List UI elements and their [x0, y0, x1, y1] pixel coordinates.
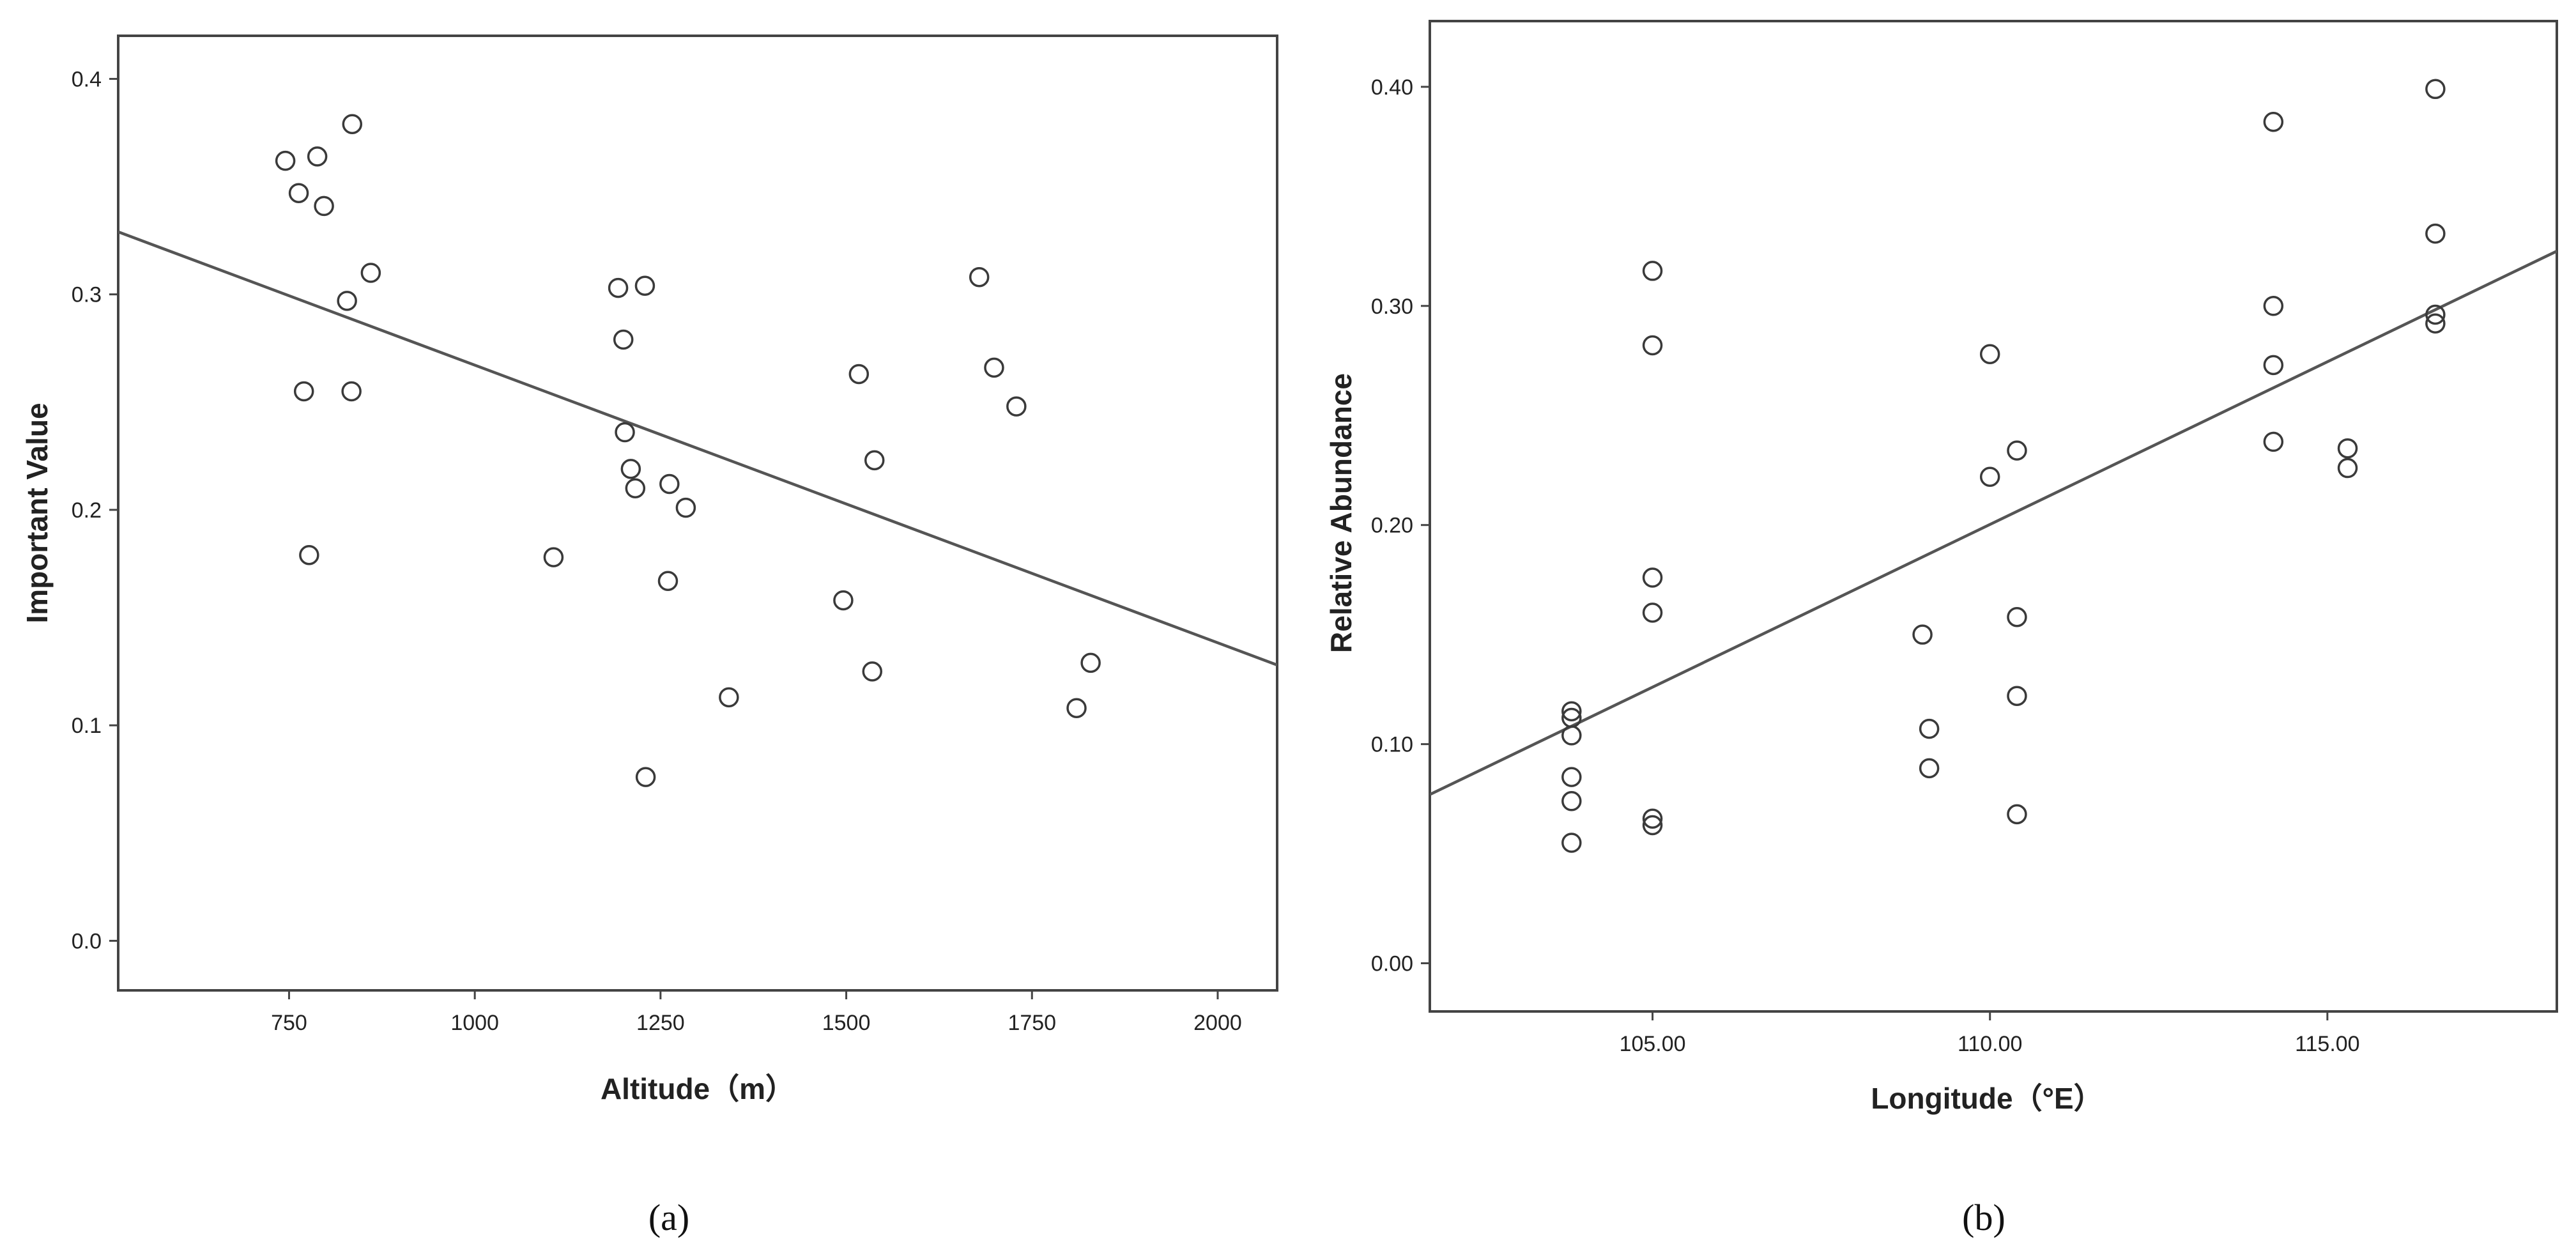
panel-a-data-point — [659, 473, 680, 495]
panel-b-y-axis-title: Relative Abundance — [1324, 373, 1358, 653]
panel-a-data-point — [307, 146, 328, 167]
panel-b-y-tick-label: 0.20 — [1371, 514, 1413, 538]
panel-b-plot-frame — [1429, 20, 2558, 1013]
panel-a-data-point — [608, 277, 629, 298]
panel-b-data-point — [1642, 603, 1663, 623]
panel-a-y-tick-label: 0.1 — [72, 714, 102, 738]
panel-b-data-point — [2263, 111, 2284, 132]
panel-b-data-point — [1642, 567, 1663, 588]
panel-a-data-point — [833, 590, 854, 611]
panel-b-x-tick-label: 105.00 — [1620, 1032, 1686, 1056]
panel-a-data-point — [293, 381, 314, 402]
panel-b-data-point — [1979, 466, 2000, 488]
panel-a-data-point — [275, 150, 296, 171]
panel-a-y-tick-label: 0.0 — [72, 929, 102, 953]
panel-b-data-point — [2337, 457, 2358, 479]
panel-b-data-point — [1919, 758, 1940, 779]
panel-b-data-point — [2425, 313, 2446, 334]
panel-a-data-point — [848, 364, 870, 385]
panel-a-data-point — [675, 497, 696, 518]
panel-a-y-tick-label: 0.4 — [72, 67, 102, 91]
panel-a-y-tick-label: 0.3 — [72, 283, 102, 307]
panel-a-plot-frame — [117, 35, 1278, 992]
panel-b-data-point — [2337, 438, 2358, 459]
panel-a-y-axis-title: Important Value — [20, 403, 54, 623]
panel-a-data-point — [615, 422, 635, 443]
panel-a-data-point — [288, 183, 309, 203]
panel-b-data-point — [2007, 440, 2027, 461]
panel-b-fit-line — [1430, 250, 2557, 796]
panel-b-data-point — [2263, 355, 2284, 376]
panel-a-data-point — [1066, 698, 1087, 718]
panel-a-x-tick-label: 1500 — [822, 1011, 871, 1035]
panel-b-y-tick-label: 0.30 — [1371, 295, 1413, 319]
panel-a-x-tick-label: 750 — [271, 1011, 307, 1035]
panel-a-data-point — [299, 545, 319, 565]
panel-b-x-tick-label: 115.00 — [2295, 1032, 2359, 1056]
panel-a-data-point — [635, 767, 656, 787]
panel-b-longitude-chart: 105.00 110.00 115.00 0.00 0.10 0.20 0.30 0.40 L… — [1324, 20, 2558, 1238]
panel-b-data-point — [2263, 296, 2284, 316]
panel-b-data-point — [2425, 223, 2446, 244]
panel-a-fit-line — [118, 230, 1277, 666]
panel-a-data-point — [543, 547, 564, 567]
panel-a-y-tick-label: 0.2 — [72, 498, 102, 523]
panel-a-data-point — [719, 687, 739, 708]
panel-b-data-point — [1561, 725, 1582, 746]
panel-b-data-point — [1642, 335, 1663, 356]
panel-a-data-point — [341, 381, 362, 402]
panel-b-data-point — [2007, 804, 2027, 825]
panel-b-caption: (b) — [1962, 1197, 2005, 1238]
panel-a-data-point — [984, 357, 1004, 378]
panel-b-data-point — [2007, 686, 2027, 706]
panel-b-data-point — [1979, 344, 2000, 364]
panel-b-data-point — [1642, 808, 1663, 829]
panel-a-data-point — [620, 459, 641, 479]
panel-a-marks: 750 1000 1250 1500 1750 2000 0.0 0.1 0.2 0.3 0.4 — [72, 67, 1277, 1035]
panel-a-x-axis-title: Altitude（m） — [601, 1072, 795, 1105]
panel-a-data-point — [657, 571, 678, 591]
panel-a-caption: (a) — [648, 1197, 689, 1238]
panel-b-y-tick-label: 0.10 — [1371, 733, 1413, 757]
panel-b-data-point — [1912, 624, 1933, 645]
panel-b-data-point — [2007, 606, 2027, 627]
panel-b-data-point — [1561, 791, 1582, 811]
panel-a-x-tick-label: 1750 — [1008, 1011, 1056, 1035]
panel-a-x-tick-label: 1000 — [450, 1011, 499, 1035]
panel-b-data-point — [1919, 718, 1940, 739]
panel-b-data-point — [2425, 79, 2446, 100]
panel-a-data-point — [864, 450, 885, 471]
panel-a-altitude-chart: 750 1000 1250 1500 1750 2000 0.0 0.1 0.2 0.3 0.4 A… — [20, 35, 1278, 1238]
panel-a-data-point — [360, 263, 381, 283]
panel-b-data-point — [1642, 261, 1663, 281]
panel-a-data-point — [625, 478, 646, 498]
panel-a-x-tick-label: 2000 — [1193, 1011, 1242, 1035]
panel-a-data-point — [969, 266, 990, 288]
panel-a-x-tick-label: 1250 — [636, 1011, 685, 1035]
panel-b-data-point — [2425, 304, 2446, 325]
panel-b-x-tick-label: 110.00 — [1958, 1032, 2022, 1056]
panel-a-data-point — [1080, 652, 1101, 673]
panel-b-y-tick-label: 0.00 — [1371, 952, 1413, 976]
panel-a-data-point — [613, 329, 634, 350]
panel-a-data-point — [862, 661, 883, 682]
panel-a-data-point — [314, 196, 334, 217]
panel-a-data-point — [342, 114, 363, 135]
panel-b-x-axis-title: Longitude（°E） — [1871, 1082, 2103, 1115]
panel-b-data-point — [2263, 431, 2284, 452]
panel-b-data-point — [1642, 815, 1663, 836]
panel-a-data-point — [1006, 396, 1027, 417]
panel-b-data-point — [1561, 767, 1582, 787]
panel-a-data-point — [337, 291, 357, 311]
panel-a-data-point — [634, 275, 656, 296]
panel-b-marks: 105.00 110.00 115.00 0.00 0.10 0.20 0.30 0.40 — [1371, 75, 2557, 1056]
panel-b-data-point — [1561, 833, 1582, 853]
panel-b-data-point — [1561, 701, 1582, 721]
panel-b-y-tick-label: 0.40 — [1371, 75, 1413, 100]
